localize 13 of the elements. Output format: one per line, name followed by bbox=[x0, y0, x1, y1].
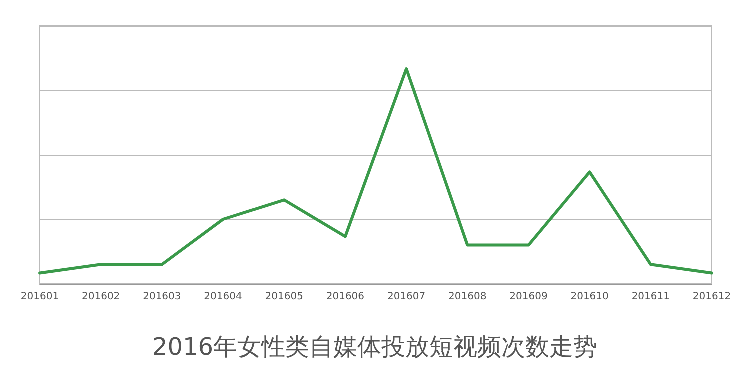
x-tick-label: 201612 bbox=[692, 292, 732, 302]
x-tick-label: 201609 bbox=[510, 292, 548, 302]
x-tick-label: 201601 bbox=[20, 292, 60, 302]
x-tick-label: 201611 bbox=[632, 292, 670, 302]
x-tick-label: 201610 bbox=[570, 292, 609, 302]
x-tick-label: 201606 bbox=[326, 292, 365, 302]
x-tick-label: 201604 bbox=[204, 292, 242, 302]
x-tick-label: 201605 bbox=[265, 292, 304, 302]
x-tick-label: 201602 bbox=[82, 292, 120, 302]
text: 2016年女性类自媒体投放短视频次数走势 bbox=[152, 333, 598, 361]
x-tick-label: 201607 bbox=[387, 292, 426, 302]
x-tick-label: 201608 bbox=[448, 292, 487, 302]
x-tick-label: 201603 bbox=[143, 292, 182, 302]
